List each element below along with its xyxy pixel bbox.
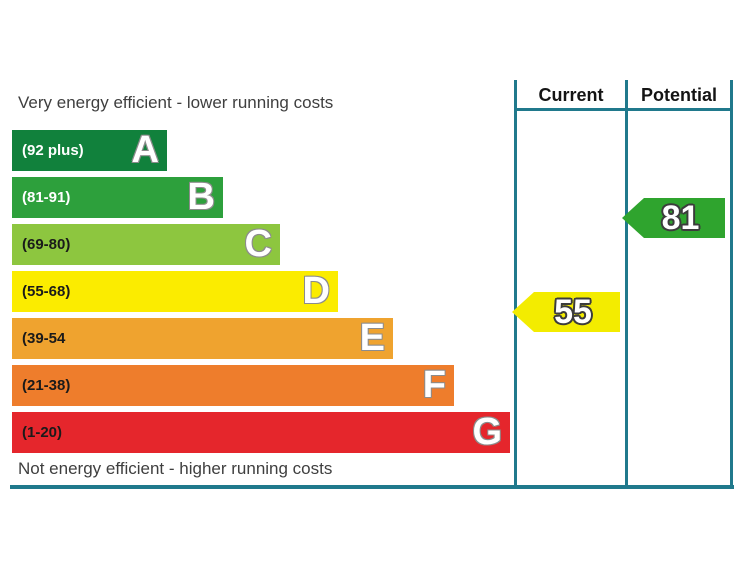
band-f-range-label: (21-38) [22,377,71,394]
band-b: (81-91) B [12,177,223,218]
band-g-range-label: (1-20) [22,424,63,441]
band-g-letter: G [472,411,502,453]
table-bottom-rule [10,485,734,489]
current-rating-arrow: 55 [512,292,620,332]
top-caption: Very energy efficient - lower running co… [18,93,334,112]
band-e-letter: E [359,317,385,359]
potential-rating-arrow: 81 [622,198,725,238]
band-d-range-label: (55-68) [22,283,71,300]
potential-column-header: Potential [640,85,717,105]
band-c: (69-80) C [12,224,280,265]
band-a-range-label: (92 plus) [22,142,84,159]
band-b-range-label: (81-91) [22,189,71,206]
table-divider-right [730,80,733,485]
band-c-letter: C [244,223,272,265]
current-rating-value: 55 [554,293,592,331]
band-d: (55-68) D [12,271,338,312]
band-f: (21-38) F [12,365,454,406]
band-e-range-label: (39-54 [22,330,66,347]
band-a: (92 plus) A [12,130,167,171]
table-header-underline [514,108,733,111]
table-divider-left [514,80,517,485]
band-b-letter: B [187,176,215,218]
current-column-header: Current [538,85,604,105]
table-divider-middle [625,80,628,485]
band-d-letter: D [302,270,330,312]
band-e: (39-54 E [12,318,393,359]
bottom-caption: Not energy efficient - higher running co… [18,459,333,478]
potential-rating-value: 81 [661,199,700,237]
band-a-letter: A [131,129,159,171]
band-c-range-label: (69-80) [22,236,71,253]
band-f-letter: F [422,364,446,406]
band-g: (1-20) G [12,412,510,453]
